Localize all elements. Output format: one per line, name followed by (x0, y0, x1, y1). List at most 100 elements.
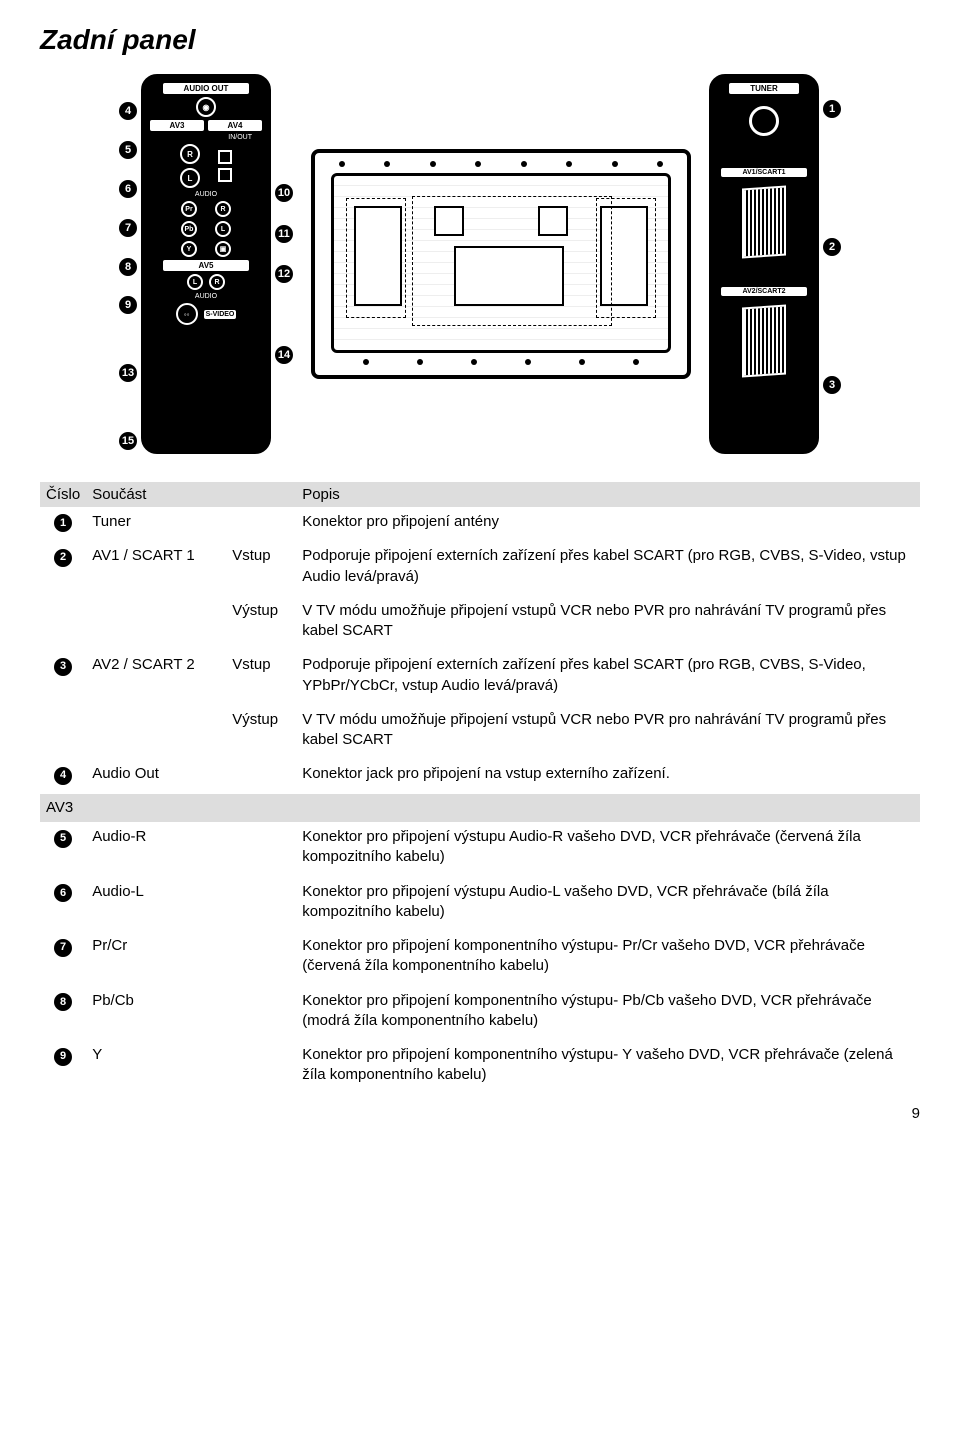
ref-8: 8 (119, 258, 137, 276)
rear-panel-diagram: 4 5 6 7 8 9 13 15 AUDIO OUT ◉ AV3 AV4 IN… (40, 74, 920, 454)
ref-14: 14 (275, 346, 293, 364)
cell-desc: V TV módu umožňuje připojení vstupů VCR … (296, 596, 920, 651)
jack-pbcb: Pb (181, 221, 197, 237)
ref-11: 11 (275, 225, 293, 243)
cell-io: Výstup (226, 596, 296, 651)
cell-desc: Konektor pro připojení komponentního výs… (296, 931, 920, 986)
rownum-6: 6 (54, 884, 72, 902)
cell-part: Pr/Cr (86, 931, 226, 986)
jack-svideo: ◦◦ (176, 303, 198, 325)
label-scart1: AV1/SCART1 (721, 168, 807, 177)
cell-desc: V TV módu umožňuje připojení vstupů VCR … (296, 705, 920, 760)
col-part: Součást (86, 482, 226, 507)
rownum-2: 2 (54, 549, 72, 567)
cell-desc: Konektor pro připojení antény (296, 507, 920, 541)
rownum-8: 8 (54, 993, 72, 1011)
label-audio-2: AUDIO (195, 293, 217, 300)
cell-part: Audio Out (86, 759, 226, 793)
table-row: Výstup V TV módu umožňuje připojení vstu… (40, 705, 920, 760)
jack-scart2 (742, 304, 786, 377)
table-row: 8 Pb/Cb Konektor pro připojení komponent… (40, 986, 920, 1041)
cell-desc: Konektor jack pro připojení na vstup ext… (296, 759, 920, 793)
section-label: AV3 (40, 794, 920, 822)
table-row: 1 Tuner Konektor pro připojení antény (40, 507, 920, 541)
rownum-5: 5 (54, 830, 72, 848)
jack-av4-top (218, 150, 232, 164)
jack-y: Y (181, 241, 197, 257)
jack-audio-out: ◉ (196, 97, 216, 117)
label-av5: AV5 (163, 260, 249, 271)
cell-desc: Konektor pro připojení komponentního výs… (296, 1040, 920, 1095)
ref-6: 6 (119, 180, 137, 198)
table-header: Číslo Součást Popis (40, 482, 920, 507)
cell-part: AV2 / SCART 2 (86, 650, 226, 705)
table-row: 7 Pr/Cr Konektor pro připojení komponent… (40, 931, 920, 986)
jack-tuner (749, 106, 779, 136)
ref-7: 7 (119, 219, 137, 237)
jack-av4-l: L (215, 221, 231, 237)
rownum-3: 3 (54, 658, 72, 676)
label-tuner: TUNER (729, 83, 799, 94)
ref-9: 9 (119, 296, 137, 314)
jack-av3-l: L (180, 168, 200, 188)
label-av4: AV4 (208, 120, 262, 131)
jack-av3-r: R (180, 144, 200, 164)
connector-table: Číslo Součást Popis 1 Tuner Konektor pro… (40, 482, 920, 1095)
cell-part: Pb/Cb (86, 986, 226, 1041)
ref-12: 12 (275, 265, 293, 283)
cell-part: Tuner (86, 507, 226, 541)
cell-io: Výstup (226, 705, 296, 760)
rownum-7: 7 (54, 939, 72, 957)
jack-av4-r: R (215, 201, 231, 217)
cell-desc: Podporuje připojení externích zařízení p… (296, 541, 920, 596)
ref-10: 10 (275, 184, 293, 202)
ref-4: 4 (119, 102, 137, 120)
jack-prcr: Pr (181, 201, 197, 217)
label-audio: AUDIO (195, 191, 217, 198)
cell-part: Y (86, 1040, 226, 1095)
ref-3: 3 (823, 376, 841, 394)
table-row: 9 Y Konektor pro připojení komponentního… (40, 1040, 920, 1095)
rownum-9: 9 (54, 1048, 72, 1066)
ref-5: 5 (119, 141, 137, 159)
cell-part: Audio-L (86, 877, 226, 932)
rownum-1: 1 (54, 514, 72, 532)
cell-desc: Konektor pro připojení výstupu Audio-R v… (296, 822, 920, 877)
cell-desc: Konektor pro připojení komponentního výs… (296, 986, 920, 1041)
table-row: 4 Audio Out Konektor jack pro připojení … (40, 759, 920, 793)
cell-desc: Podporuje připojení externích zařízení p… (296, 650, 920, 705)
label-scart2: AV2/SCART2 (721, 287, 807, 296)
table-row: 6 Audio-L Konektor pro připojení výstupu… (40, 877, 920, 932)
col-desc: Popis (296, 482, 920, 507)
label-in-out: IN/OUT (228, 134, 252, 141)
ref-1: 1 (823, 100, 841, 118)
jack-av5-r: R (209, 274, 225, 290)
ref-15: 15 (119, 432, 137, 450)
cell-io (226, 507, 296, 541)
cell-io: Vstup (226, 541, 296, 596)
table-row: 3 AV2 / SCART 2 Vstup Podporuje připojen… (40, 650, 920, 705)
cell-part: AV1 / SCART 1 (86, 541, 226, 596)
jack-av4-video: ▣ (215, 241, 231, 257)
cell-part: Audio-R (86, 822, 226, 877)
jack-av4-bot (218, 168, 232, 182)
label-av3: AV3 (150, 120, 204, 131)
right-connector-panel: TUNER AV1/SCART1 AV2/SCART2 (709, 74, 819, 454)
page-title: Zadní panel (40, 24, 920, 56)
cell-desc: Konektor pro připojení výstupu Audio-L v… (296, 877, 920, 932)
tv-rear-body (311, 149, 691, 379)
section-av3: AV3 (40, 794, 920, 822)
jack-scart1 (742, 185, 786, 258)
label-audio-out: AUDIO OUT (163, 83, 249, 94)
jack-av5-l: L (187, 274, 203, 290)
table-row: 5 Audio-R Konektor pro připojení výstupu… (40, 822, 920, 877)
ref-13: 13 (119, 364, 137, 382)
col-num: Číslo (40, 482, 86, 507)
rownum-4: 4 (54, 767, 72, 785)
label-svideo: S-VIDEO (204, 310, 237, 319)
table-row: 2 AV1 / SCART 1 Vstup Podporuje připojen… (40, 541, 920, 596)
table-row: Výstup V TV módu umožňuje připojení vstu… (40, 596, 920, 651)
cell-io: Vstup (226, 650, 296, 705)
ref-2: 2 (823, 238, 841, 256)
page-number: 9 (40, 1105, 920, 1122)
